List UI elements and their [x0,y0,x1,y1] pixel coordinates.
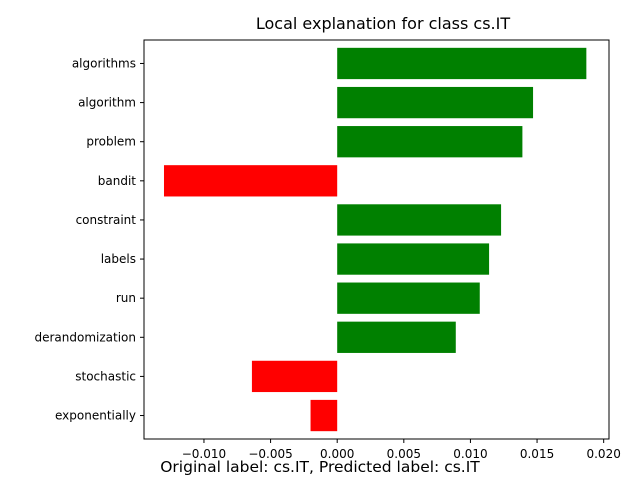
bar-run [337,282,480,314]
bar-constraint [337,204,502,236]
x-tick-label: 0.020 [586,447,620,461]
y-axis-ticks: algorithms algorithm problem bandit constrai… [34,56,144,423]
y-tick-label: algorithms [72,56,136,70]
y-tick-label: algorithm [78,96,136,110]
x-axis-ticks: −0.010 −0.005 0.000 0.005 0.010 0.015 0.020 [182,439,621,461]
x-tick-label: 0.015 [520,447,554,461]
y-tick-label: bandit [98,174,137,188]
x-tick-label: −0.010 [182,447,226,461]
y-tick-label: constraint [76,213,137,227]
x-tick-label: −0.005 [248,447,292,461]
bar-stochastic [251,360,338,393]
y-tick-label: run [116,291,136,305]
bar-derandomization [337,321,456,353]
bar-algorithms [337,47,587,80]
y-tick-label: exponentially [55,409,136,423]
chart-title: Local explanation for class cs.IT [256,14,511,33]
x-tick-label: 0.010 [453,447,487,461]
bar-bandit [163,165,338,197]
x-axis-label: Original label: cs.IT, Predicted label: … [160,458,480,476]
bar-problem [337,126,523,158]
x-tick-label: 0.000 [320,447,354,461]
y-tick-label: problem [86,135,136,149]
bar-group [163,47,587,432]
y-tick-label: labels [101,252,136,266]
plot-frame [143,39,610,440]
y-tick-label: stochastic [75,369,136,383]
bar-algorithm [337,86,534,119]
bar-labels [337,243,490,275]
x-tick-label: 0.005 [387,447,421,461]
bar-exponentially [310,399,338,432]
y-tick-label: derandomization [34,330,136,344]
